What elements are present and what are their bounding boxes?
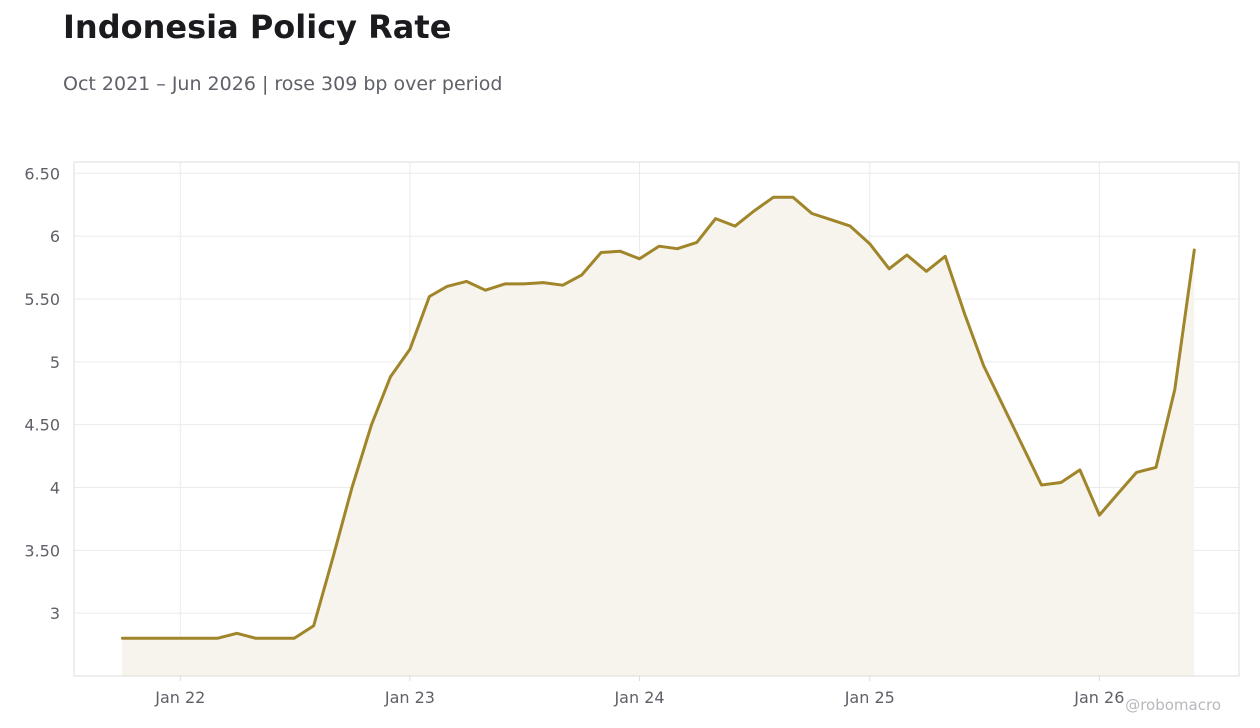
y-tick-label: 3 [50, 604, 60, 623]
series-line [120, 195, 1196, 640]
x-axis-ticks: Jan 22 Jan 23 Jan 24 Jan 25 Jan 26 [154, 676, 1124, 707]
y-tick-label: 5.50 [24, 290, 60, 309]
plot-frame [73, 161, 1240, 677]
x-tick-label: Jan 22 [154, 688, 205, 707]
x-tick-label: Jan 26 [1073, 688, 1124, 707]
y-tick-label: 6.50 [24, 164, 60, 183]
y-tick-label: 6 [50, 227, 60, 246]
y-axis-ticks: 3 3.50 4 4.50 5 5.50 6 6.50 [24, 164, 60, 623]
y-tick-label: 4 [50, 478, 60, 497]
chart-subtitle: Oct 2021 – Jun 2026 | rose 309 bp over p… [63, 73, 503, 95]
area-fill [122, 197, 1195, 676]
y-tick-label: 5 [50, 353, 60, 372]
credit-label: @robomacro [1125, 696, 1221, 714]
chart-title: Indonesia Policy Rate [63, 8, 452, 46]
x-tick-label: Jan 23 [384, 688, 435, 707]
x-tick-label: Jan 24 [613, 688, 664, 707]
y-tick-label: 3.50 [24, 541, 60, 560]
y-tick-label: 4.50 [24, 416, 60, 435]
x-tick-label: Jan 25 [844, 688, 895, 707]
